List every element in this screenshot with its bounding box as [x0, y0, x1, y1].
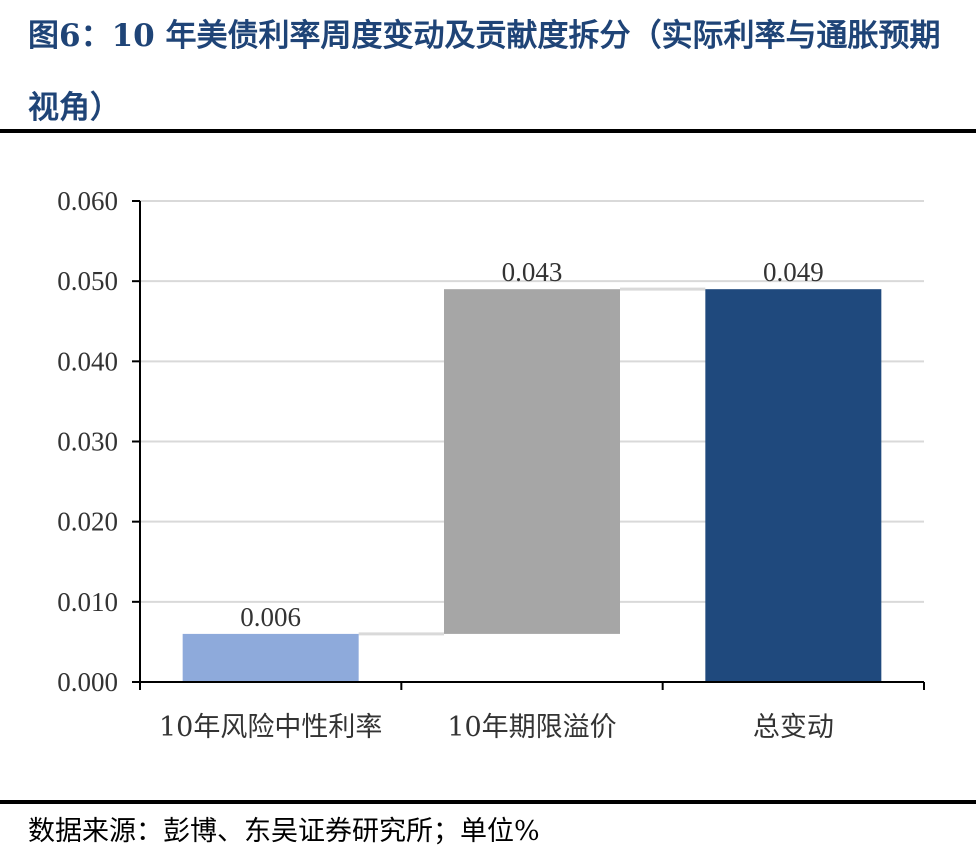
bottom-divider: [0, 800, 976, 804]
y-tick-label: 0.060: [57, 186, 118, 216]
bar: [182, 633, 359, 682]
bar: [705, 289, 882, 682]
top-divider: [0, 129, 976, 133]
y-tick-label: 0.030: [57, 427, 118, 457]
x-category-label: 10年期限溢价: [447, 712, 616, 743]
data-label: 0.049: [763, 257, 824, 287]
y-tick-label: 0.020: [57, 507, 118, 537]
data-label: 0.043: [502, 257, 563, 287]
x-category-label: 总变动: [753, 712, 834, 743]
y-tick-label: 0.000: [57, 667, 118, 697]
data-label: 0.006: [240, 602, 301, 632]
y-tick-label: 0.040: [57, 346, 118, 376]
x-category-label: 10年风险中性利率: [159, 712, 382, 743]
y-tick-label: 0.050: [57, 266, 118, 296]
source-note: 数据来源：彭博、东吴证券研究所；单位%: [28, 816, 540, 847]
y-tick-label: 0.010: [57, 587, 118, 617]
waterfall-chart: 0.000 0.010 0.020 0.030 0.040 0.050 0.060 0.006…: [57, 186, 925, 743]
bar: [444, 289, 620, 634]
chart-title: 图6：10 年美债利率周度变动及贡献度拆分（实际利率与通胀预期视角）: [28, 18, 941, 126]
